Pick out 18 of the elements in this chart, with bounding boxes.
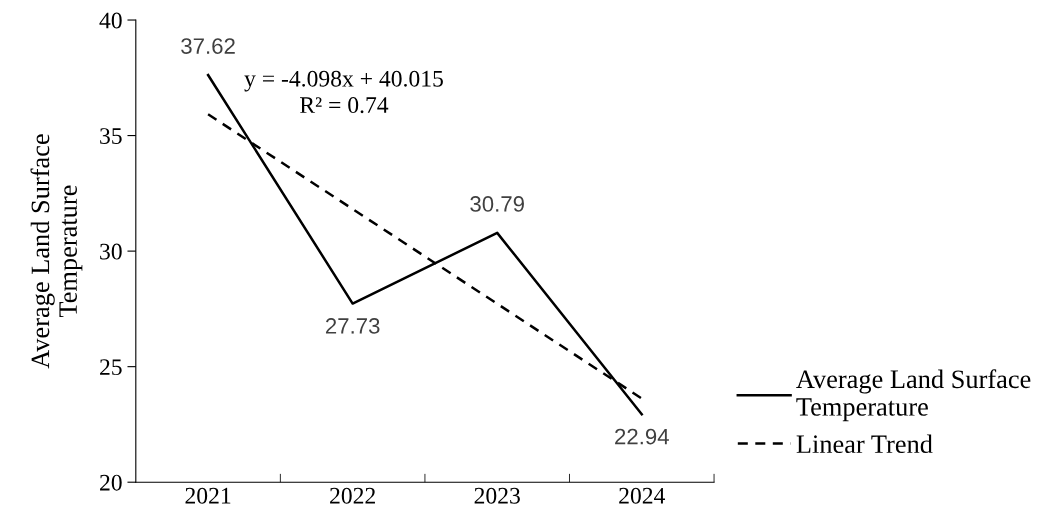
- data-label: 22.94: [615, 428, 669, 445]
- y-tick-label: 25: [100, 359, 122, 376]
- data-label: 27.73: [325, 318, 380, 334]
- data-label: 30.79: [470, 196, 524, 212]
- x-tick-label: 2022: [330, 487, 375, 504]
- x-tick-label: 2023: [474, 487, 520, 504]
- y-axis-title: Average Land Surface Temperature: [30, 134, 83, 369]
- annotation: R² = 0.74: [300, 97, 389, 114]
- legend-label: Linear Trend: [796, 434, 933, 454]
- y-tick-label: 20: [100, 474, 122, 491]
- x-tick-label: 2024: [619, 487, 666, 504]
- y-tick-label: 35: [100, 128, 122, 144]
- x-tick-label: 2021: [185, 487, 231, 504]
- data-label: 37.62: [181, 38, 235, 54]
- annotation: y = -4.098x + 40.015: [244, 70, 443, 92]
- y-tick-label: 40: [99, 12, 122, 29]
- y-tick-label: 30: [100, 243, 122, 260]
- legend-label: Average Land Surface Temperature: [796, 369, 1031, 422]
